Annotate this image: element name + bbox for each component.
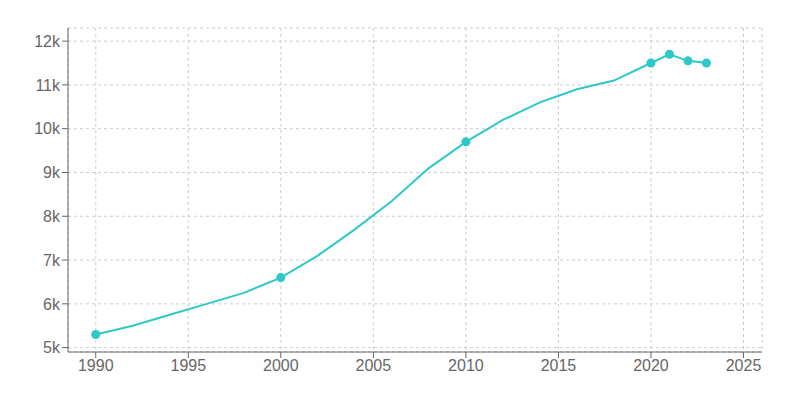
- svg-text:1995: 1995: [170, 357, 206, 374]
- svg-text:1990: 1990: [78, 357, 114, 374]
- svg-text:11k: 11k: [35, 77, 61, 94]
- svg-text:6k: 6k: [43, 296, 61, 313]
- svg-text:2015: 2015: [541, 357, 577, 374]
- svg-text:2010: 2010: [448, 357, 484, 374]
- svg-text:2025: 2025: [726, 357, 762, 374]
- svg-text:9k: 9k: [43, 164, 61, 181]
- svg-text:2005: 2005: [356, 357, 392, 374]
- svg-text:8k: 8k: [43, 208, 61, 225]
- svg-text:2000: 2000: [263, 357, 299, 374]
- svg-text:7k: 7k: [43, 252, 61, 269]
- svg-text:12k: 12k: [34, 33, 61, 50]
- svg-text:2020: 2020: [633, 357, 669, 374]
- svg-text:5k: 5k: [43, 339, 61, 356]
- svg-text:10k: 10k: [34, 120, 61, 137]
